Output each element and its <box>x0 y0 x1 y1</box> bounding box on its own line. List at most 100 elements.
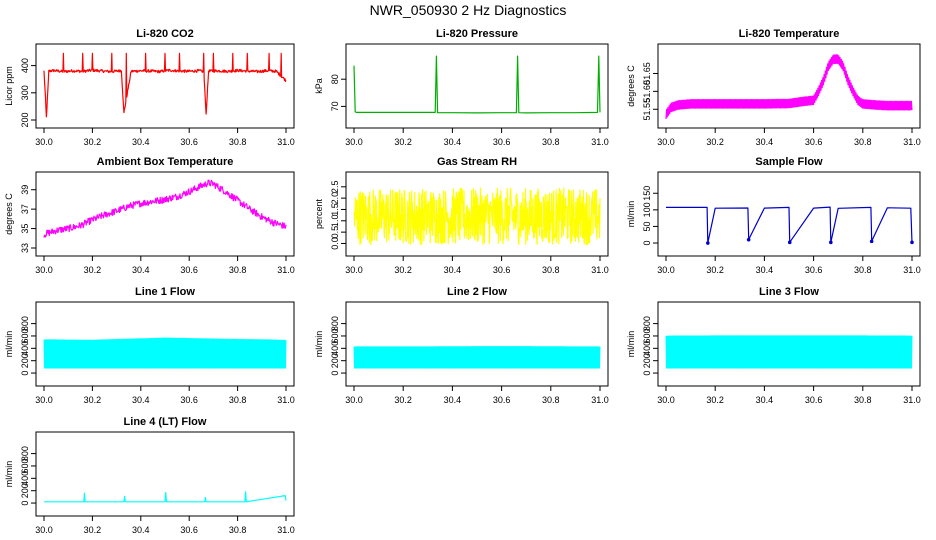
y-tick-label: 0 <box>20 501 30 506</box>
x-tick-label: 30.4 <box>756 265 774 275</box>
chart-title: Line 3 Flow <box>759 286 819 298</box>
y-tick-label: 2.0 <box>330 192 340 205</box>
y-tick-label: 600 <box>20 458 30 473</box>
y-tick-label: 200 <box>642 353 652 368</box>
chart-title: Li-820 CO2 <box>136 28 193 40</box>
x-tick-label: 30.0 <box>345 395 363 405</box>
x-tick-label: 30.6 <box>805 265 823 275</box>
x-tick-label: 30.6 <box>180 137 198 147</box>
chart-panel-6: Sample Flow 30.0 30.2 30.4 30.6 30.8 31.0 0 50 10… <box>626 156 921 275</box>
x-tick-label: 30.4 <box>444 265 462 275</box>
x-tick-label: 30.0 <box>35 525 53 535</box>
chart-panel-9: Line 3 Flow 30.0 30.2 30.4 30.6 30.8 31.0 0 2004… <box>626 286 921 405</box>
y-axis-label: kPa <box>314 78 324 94</box>
data-point <box>706 241 710 245</box>
y-tick-label: 0 <box>330 371 340 376</box>
y-tick-label: 51.65 <box>642 62 652 85</box>
y-axis-label: ml/min <box>626 331 636 358</box>
x-tick-label: 31.0 <box>277 137 295 147</box>
x-tick-label: 31.0 <box>903 265 921 275</box>
x-tick-label: 30.0 <box>345 265 363 275</box>
data-point <box>910 240 914 245</box>
x-tick-label: 31.0 <box>591 395 609 405</box>
y-tick-label: 300 <box>20 85 30 100</box>
x-tick-label: 30.8 <box>229 265 247 275</box>
chart-panel-8: Line 2 Flow 30.0 30.2 30.4 30.6 30.8 31.0 0 2004… <box>314 286 609 405</box>
data-point <box>787 240 792 245</box>
x-tick-label: 31.0 <box>277 265 295 275</box>
x-tick-label: 30.0 <box>35 137 53 147</box>
x-tick-label: 30.4 <box>132 137 150 147</box>
x-tick-label: 30.0 <box>657 395 675 405</box>
x-tick-label: 30.0 <box>35 395 53 405</box>
y-tick-label: 0 <box>20 371 30 376</box>
y-tick-label: 800 <box>330 316 340 331</box>
series-line-1 <box>43 337 287 369</box>
chart-title: Li-820 Pressure <box>436 28 518 40</box>
x-tick-label: 30.2 <box>706 137 724 147</box>
x-tick-label: 30.8 <box>229 137 247 147</box>
y-tick-label: 100 <box>642 202 652 217</box>
y-tick-label: 0 <box>642 371 652 376</box>
data-point <box>829 240 833 245</box>
x-tick-label: 31.0 <box>591 137 609 147</box>
x-tick-label: 30.4 <box>756 137 774 147</box>
x-tick-label: 30.2 <box>84 265 102 275</box>
x-tick-label: 30.6 <box>493 395 511 405</box>
chart-title: Sample Flow <box>755 156 823 168</box>
x-tick-label: 30.2 <box>84 395 102 405</box>
chart-title: Line 1 Flow <box>135 286 195 298</box>
series-line-1 <box>44 491 287 503</box>
x-tick-label: 30.0 <box>345 137 363 147</box>
x-tick-label: 30.2 <box>394 395 412 405</box>
x-tick-label: 30.4 <box>132 265 150 275</box>
y-tick-label: 600 <box>20 328 30 343</box>
plot-frame <box>35 171 295 257</box>
series-line-1 <box>353 187 601 246</box>
y-tick-label: 800 <box>20 316 30 331</box>
x-tick-label: 30.2 <box>394 265 412 275</box>
x-tick-label: 31.0 <box>903 395 921 405</box>
chart-title: Li-820 Temperature <box>739 28 840 40</box>
y-axis-label: ml/min <box>4 331 14 358</box>
plot-frame <box>35 43 295 129</box>
y-tick-label: 0 <box>642 241 652 246</box>
y-tick-label: 80 <box>330 74 340 84</box>
y-axis-label: degrees C <box>4 193 14 235</box>
y-tick-label: 0.0 <box>330 237 340 250</box>
y-tick-label: 1.5 <box>330 203 340 216</box>
y-tick-label: 800 <box>20 446 30 461</box>
y-tick-label: 200 <box>20 483 30 498</box>
x-tick-label: 30.4 <box>132 525 150 535</box>
x-tick-label: 30.2 <box>394 137 412 147</box>
series-line-1 <box>43 179 287 238</box>
data-point <box>869 239 874 244</box>
y-axis-label: degrees C <box>626 65 636 107</box>
y-tick-label: 33 <box>20 243 30 253</box>
x-tick-label: 31.0 <box>903 137 921 147</box>
x-tick-label: 30.8 <box>854 395 872 405</box>
series-line-1 <box>353 55 601 114</box>
x-tick-label: 30.6 <box>805 395 823 405</box>
chart-panel-2: Li-820 Pressure 30.0 30.2 30.4 30.6 30.8 31.0 7… <box>314 28 609 147</box>
series-line-1 <box>665 54 913 119</box>
y-tick-label: 200 <box>20 353 30 368</box>
plot-frame <box>345 43 609 129</box>
plot-frame <box>35 431 295 517</box>
y-tick-label: 51.55 <box>642 98 652 121</box>
plot-frame <box>345 171 609 257</box>
x-tick-label: 30.6 <box>180 265 198 275</box>
x-tick-label: 31.0 <box>591 265 609 275</box>
y-tick-label: 50 <box>642 221 652 231</box>
y-tick-label: 400 <box>330 341 340 356</box>
x-tick-label: 30.8 <box>229 395 247 405</box>
chart-title: Line 4 (LT) Flow <box>124 416 207 428</box>
y-tick-label: 150 <box>642 186 652 201</box>
x-tick-label: 30.8 <box>229 525 247 535</box>
chart-title: Gas Stream RH <box>437 156 517 168</box>
x-tick-label: 30.6 <box>493 265 511 275</box>
chart-panel-4: Ambient Box Temperature 30.0 30.2 30.4 30.6 3… <box>4 156 295 275</box>
chart-panel-3: Li-820 Temperature 30.0 30.2 30.4 30.6 30.8 31… <box>626 28 921 147</box>
x-tick-label: 30.6 <box>805 137 823 147</box>
